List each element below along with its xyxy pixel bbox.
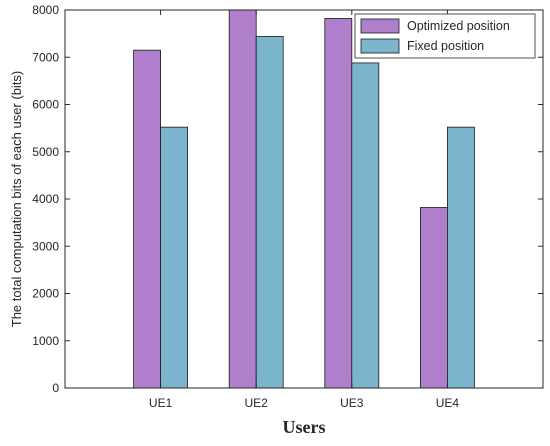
y-axis-label: The total computation bits of each user …	[9, 71, 24, 328]
bar-optimized-position-ue1	[133, 49, 162, 389]
y-tick-label: 3000	[32, 239, 59, 253]
y-tick-label: 8000	[32, 3, 59, 17]
chart-marks	[133, 9, 475, 389]
y-tick-label: 4000	[32, 192, 59, 206]
y-tick-label: 7000	[32, 50, 59, 64]
bar-fixed-position-ue2	[255, 36, 284, 389]
y-tick-label: 0	[52, 381, 59, 395]
x-tick-label: UE2	[245, 396, 269, 410]
y-tick-label: 2000	[32, 287, 59, 301]
x-tick-label: UE1	[149, 396, 173, 410]
x-tick-label: UE3	[340, 396, 364, 410]
bar-fixed-position-ue3	[351, 62, 380, 389]
legend: Optimized position Fixed position	[354, 13, 536, 59]
bar-optimized-position-ue2	[228, 9, 257, 389]
bar-fixed-position-ue4	[446, 126, 475, 389]
y-tick-label: 5000	[32, 145, 59, 159]
x-tick-label: UE4	[436, 396, 460, 410]
legend-swatch-optimized-position	[360, 18, 400, 34]
legend-swatch-fixed-position	[360, 38, 400, 54]
bar-optimized-position-ue4	[419, 207, 448, 389]
bar-fixed-position-ue1	[160, 126, 189, 389]
y-axis: 0 1000 2000 3000 4000 5000 6000 7000 8000	[32, 3, 543, 395]
bar-optimized-position-ue3	[324, 18, 353, 389]
x-axis-label: Users	[283, 417, 326, 437]
x-axis: UE1 UE2 UE3 UE4	[149, 10, 459, 410]
legend-label: Fixed position	[407, 39, 484, 53]
y-tick-label: 6000	[32, 98, 59, 112]
y-tick-label: 1000	[32, 334, 59, 348]
legend-label: Optimized position	[407, 19, 510, 33]
